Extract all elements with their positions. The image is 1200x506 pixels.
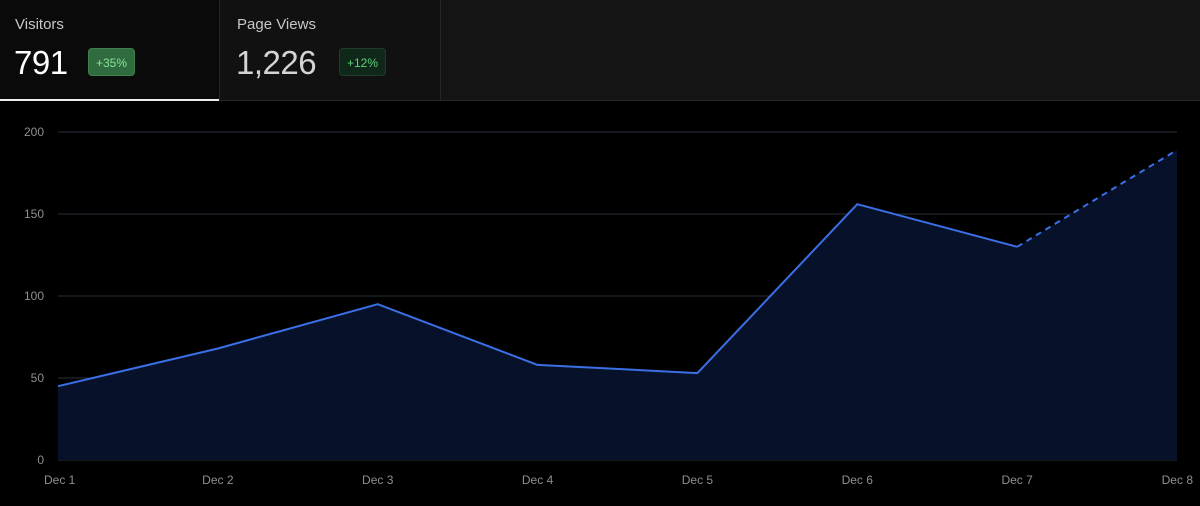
area-fill — [58, 150, 1177, 460]
tab-visitors-label: Visitors — [15, 16, 64, 33]
x-tick-label: Dec 4 — [522, 473, 554, 487]
x-tick-label: Dec 1 — [44, 473, 76, 487]
x-tick-label: Dec 5 — [682, 473, 714, 487]
tab-page-views-label: Page Views — [237, 16, 316, 33]
y-tick-label: 150 — [24, 207, 44, 221]
y-tick-label: 50 — [31, 371, 45, 385]
x-tick-label: Dec 6 — [842, 473, 874, 487]
tab-visitors-value: 791 — [14, 44, 68, 81]
tab-page-views-value: 1,226 — [236, 44, 317, 81]
x-tick-label: Dec 2 — [202, 473, 234, 487]
tab-visitors[interactable]: Visitors 791 +35% — [0, 0, 220, 101]
x-tick-label: Dec 7 — [1001, 473, 1033, 487]
y-tick-label: 100 — [24, 289, 44, 303]
visitors-chart: 0 50 100 150 200 Dec 1 Dec 2 Dec 3 Dec 4 Dec 5 Dec… — [24, 125, 1194, 487]
series-line-projected — [1016, 149, 1178, 248]
series-line — [57, 203, 1018, 388]
page-views-change-badge: +12% — [339, 48, 387, 76]
visitors-change-badge: +35% — [88, 48, 136, 76]
active-tab-indicator — [0, 99, 219, 101]
tab-page-views[interactable]: Page Views 1,226 +12% — [220, 0, 441, 100]
x-tick-label: Dec 3 — [362, 473, 394, 487]
tabs-empty-area — [441, 0, 1200, 100]
metric-tabs: Visitors 791 +35% Page Views 1,226 +12% — [0, 0, 1200, 101]
x-tick-label: Dec 8 — [1162, 473, 1194, 487]
y-tick-label: 0 — [37, 453, 44, 467]
y-tick-label: 200 — [24, 125, 44, 139]
